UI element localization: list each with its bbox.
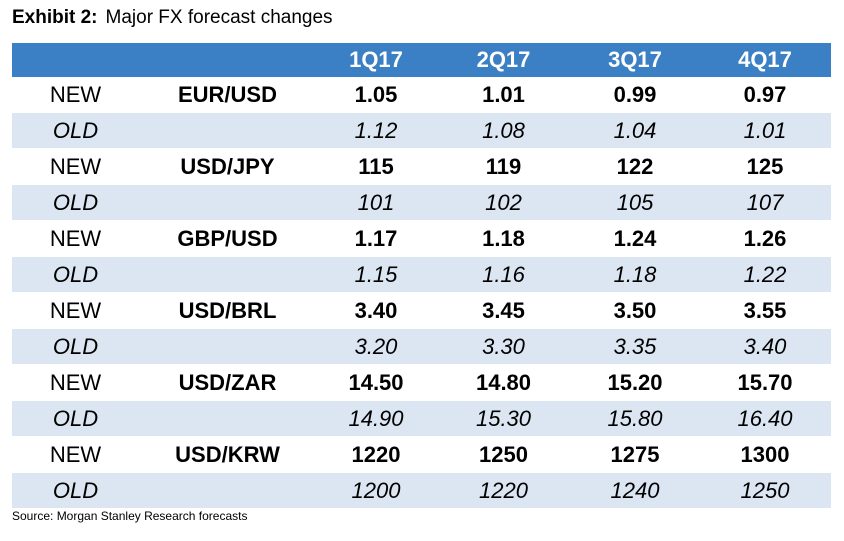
table-row: NEW GBP/USD 1.17 1.18 1.24 1.26 — [12, 220, 831, 257]
row-kind: OLD — [12, 256, 139, 293]
forecast-value: 3.30 — [436, 328, 571, 365]
row-kind: OLD — [12, 328, 139, 365]
forecast-value: 107 — [699, 184, 831, 221]
table-row: NEW USD/KRW 1220 1250 1275 1300 — [12, 436, 831, 473]
column-header-2q17: 2Q17 — [436, 43, 571, 77]
exhibit-title: Exhibit 2: Major FX forecast changes — [12, 7, 333, 29]
row-kind: OLD — [12, 112, 139, 149]
forecast-value: 3.35 — [571, 328, 699, 365]
source-note: Source: Morgan Stanley Research forecast… — [12, 509, 248, 523]
forecast-value: 3.40 — [316, 292, 436, 329]
currency-pair — [139, 112, 316, 149]
exhibit-label: Exhibit 2: — [12, 7, 98, 28]
forecast-value: 1.08 — [436, 112, 571, 149]
table-row: OLD 3.20 3.30 3.35 3.40 — [12, 328, 831, 365]
forecast-value: 105 — [571, 184, 699, 221]
forecast-value: 1250 — [699, 472, 831, 509]
currency-pair — [139, 184, 316, 221]
row-kind: NEW — [12, 436, 139, 473]
column-header-4q17: 4Q17 — [699, 43, 831, 77]
row-kind: OLD — [12, 184, 139, 221]
forecast-value: 1.16 — [436, 256, 571, 293]
currency-pair — [139, 472, 316, 509]
currency-pair — [139, 328, 316, 365]
forecast-value: 16.40 — [699, 400, 831, 437]
table-row: NEW USD/ZAR 14.50 14.80 15.20 15.70 — [12, 364, 831, 401]
forecast-value: 15.20 — [571, 364, 699, 401]
forecast-value: 1220 — [436, 472, 571, 509]
currency-pair — [139, 400, 316, 437]
forecast-value: 1220 — [316, 436, 436, 473]
forecast-value: 1.17 — [316, 220, 436, 257]
currency-pair — [139, 256, 316, 293]
forecast-value: 1.12 — [316, 112, 436, 149]
row-kind: NEW — [12, 292, 139, 329]
forecast-value: 14.80 — [436, 364, 571, 401]
forecast-value: 1.18 — [571, 256, 699, 293]
table-row: OLD 14.90 15.30 15.80 16.40 — [12, 400, 831, 437]
row-kind: OLD — [12, 472, 139, 509]
fx-forecast-table: 1Q17 2Q17 3Q17 4Q17 NEW EUR/USD 1.05 1.0… — [12, 43, 831, 509]
forecast-value: 1240 — [571, 472, 699, 509]
forecast-value: 115 — [316, 148, 436, 185]
forecast-value: 1275 — [571, 436, 699, 473]
exhibit-title-text: Major FX forecast changes — [105, 7, 333, 28]
forecast-value: 1250 — [436, 436, 571, 473]
forecast-value: 14.90 — [316, 400, 436, 437]
forecast-value: 3.50 — [571, 292, 699, 329]
forecast-value: 1300 — [699, 436, 831, 473]
forecast-value: 1.24 — [571, 220, 699, 257]
currency-pair: USD/JPY — [139, 148, 316, 185]
forecast-value: 1.22 — [699, 256, 831, 293]
column-header-3q17: 3Q17 — [571, 43, 699, 77]
currency-pair: GBP/USD — [139, 220, 316, 257]
forecast-value: 1.18 — [436, 220, 571, 257]
forecast-value: 1.15 — [316, 256, 436, 293]
currency-pair: USD/BRL — [139, 292, 316, 329]
row-kind: NEW — [12, 220, 139, 257]
forecast-value: 3.40 — [699, 328, 831, 365]
table-row: NEW USD/JPY 115 119 122 125 — [12, 148, 831, 185]
forecast-value: 3.45 — [436, 292, 571, 329]
forecast-value: 15.80 — [571, 400, 699, 437]
forecast-value: 101 — [316, 184, 436, 221]
table-row: NEW USD/BRL 3.40 3.45 3.50 3.55 — [12, 292, 831, 329]
column-header-1q17: 1Q17 — [316, 43, 436, 77]
forecast-value: 3.55 — [699, 292, 831, 329]
column-header — [12, 43, 139, 77]
forecast-value: 1.05 — [316, 77, 436, 113]
row-kind: NEW — [12, 77, 139, 113]
forecast-value: 1.01 — [699, 112, 831, 149]
table-row: OLD 1.12 1.08 1.04 1.01 — [12, 112, 831, 149]
currency-pair: USD/KRW — [139, 436, 316, 473]
forecast-value: 119 — [436, 148, 571, 185]
table-header-row: 1Q17 2Q17 3Q17 4Q17 — [12, 43, 831, 77]
forecast-value: 1200 — [316, 472, 436, 509]
forecast-value: 15.70 — [699, 364, 831, 401]
forecast-value: 102 — [436, 184, 571, 221]
table-row: NEW EUR/USD 1.05 1.01 0.99 0.97 — [12, 77, 831, 113]
column-header — [139, 43, 316, 77]
table-row: OLD 101 102 105 107 — [12, 184, 831, 221]
forecast-value: 0.99 — [571, 77, 699, 113]
forecast-value: 14.50 — [316, 364, 436, 401]
forecast-value: 125 — [699, 148, 831, 185]
table-row: OLD 1200 1220 1240 1250 — [12, 472, 831, 509]
forecast-value: 1.26 — [699, 220, 831, 257]
table-row: OLD 1.15 1.16 1.18 1.22 — [12, 256, 831, 293]
row-kind: NEW — [12, 148, 139, 185]
forecast-value: 1.04 — [571, 112, 699, 149]
currency-pair: EUR/USD — [139, 77, 316, 113]
row-kind: NEW — [12, 364, 139, 401]
forecast-value: 0.97 — [699, 77, 831, 113]
forecast-value: 122 — [571, 148, 699, 185]
currency-pair: USD/ZAR — [139, 364, 316, 401]
forecast-value: 15.30 — [436, 400, 571, 437]
row-kind: OLD — [12, 400, 139, 437]
forecast-value: 3.20 — [316, 328, 436, 365]
forecast-value: 1.01 — [436, 77, 571, 113]
